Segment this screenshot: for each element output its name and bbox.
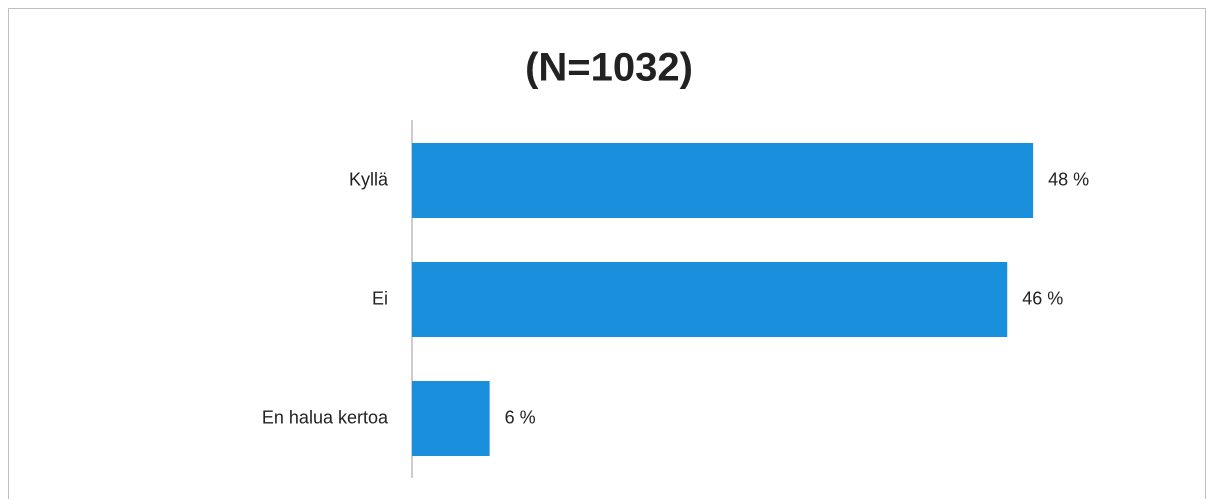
- bar: [412, 262, 1008, 337]
- value-label: 48 %: [1048, 169, 1089, 189]
- value-label: 46 %: [1022, 288, 1063, 308]
- value-label: 6 %: [505, 407, 536, 427]
- bar: [412, 381, 490, 456]
- bar: [412, 143, 1034, 218]
- category-label: En halua kertoa: [262, 407, 389, 427]
- chart-title: (N=1032): [525, 46, 693, 90]
- chart-frame: [8, 8, 1206, 504]
- category-label: Ei: [372, 288, 388, 308]
- category-label: Kyllä: [349, 169, 389, 189]
